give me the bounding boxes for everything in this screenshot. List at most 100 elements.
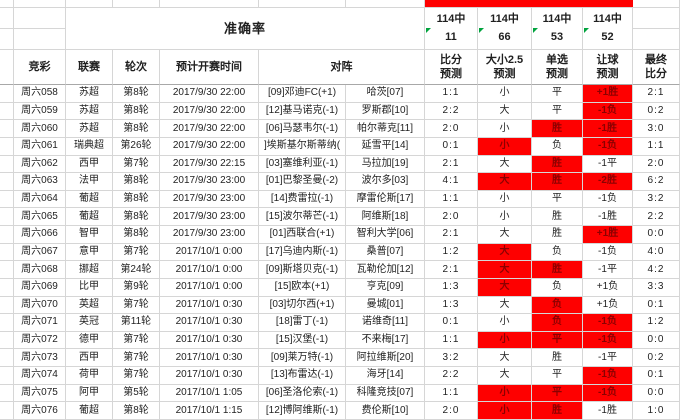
header-time[interactable]: 预计开赛时间	[160, 50, 259, 85]
kickoff-time-cell[interactable]: 2017/10/1 0:30	[160, 331, 259, 350]
round-cell[interactable]: 第7轮	[113, 296, 160, 315]
single-pick-prediction-cell[interactable]: 平	[532, 102, 583, 121]
kickoff-time-cell[interactable]: 2017/10/1 0:30	[160, 296, 259, 315]
final-score-cell[interactable]: 3:0	[633, 120, 680, 138]
home-team-cell[interactable]: [18]雷丁(-1)	[259, 314, 346, 332]
kickoff-time-cell[interactable]: 2017/9/30 22:00	[160, 137, 259, 156]
kickoff-time-cell[interactable]: 2017/9/30 23:00	[160, 208, 259, 226]
row-spacer-cell[interactable]	[0, 261, 14, 279]
handicap-prediction-cell[interactable]: -1负	[583, 102, 633, 121]
row-spacer-cell[interactable]	[0, 226, 14, 244]
handicap-prediction-cell[interactable]: +1胜	[583, 226, 633, 244]
row-spacer-cell[interactable]	[0, 137, 14, 156]
handicap-prediction-cell[interactable]: -1胜	[583, 120, 633, 138]
score-prediction-cell[interactable]: 1:3	[425, 278, 478, 297]
final-score-cell[interactable]: 3:3	[633, 278, 680, 297]
single-pick-prediction-cell[interactable]: 平	[532, 85, 583, 103]
empty-cell[interactable]	[14, 8, 65, 29]
away-team-cell[interactable]: 智利大学[06]	[346, 226, 425, 244]
score-prediction-cell[interactable]: 1:1	[425, 85, 478, 103]
match-id-cell[interactable]: 周六076	[14, 402, 66, 420]
league-cell[interactable]: 英超	[66, 296, 113, 315]
final-score-cell[interactable]: 2:0	[633, 155, 680, 174]
home-team-cell[interactable]: [03]切尔西(+1)	[259, 296, 346, 315]
final-score-cell[interactable]: 0:0	[633, 226, 680, 244]
away-team-cell[interactable]: 科隆竞技[07]	[346, 384, 425, 403]
kickoff-time-cell[interactable]: 2017/9/30 22:00	[160, 102, 259, 121]
accuracy-stat-ou[interactable]: 114中 66	[478, 8, 532, 50]
home-team-cell[interactable]: [09]邓迪FC(+1)	[259, 85, 346, 103]
over-under-prediction-cell[interactable]: 小	[478, 120, 532, 138]
match-id-cell[interactable]: 周六074	[14, 367, 66, 385]
empty-cell[interactable]	[633, 8, 679, 29]
row-spacer-cell[interactable]	[0, 296, 14, 315]
final-score-cell[interactable]: 0:0	[633, 384, 680, 403]
over-under-prediction-cell[interactable]: 大	[478, 367, 532, 385]
round-cell[interactable]: 第9轮	[113, 278, 160, 297]
match-id-cell[interactable]: 周六060	[14, 120, 66, 138]
away-team-cell[interactable]: 诺维奇[11]	[346, 314, 425, 332]
match-id-cell[interactable]: 周六067	[14, 243, 66, 262]
match-id-cell[interactable]: 周六062	[14, 155, 66, 174]
row-spacer-cell[interactable]	[0, 384, 14, 403]
home-team-cell[interactable]: [12]博阿维斯(-1)	[259, 402, 346, 420]
round-cell[interactable]: 第7轮	[113, 349, 160, 367]
league-cell[interactable]: 葡超	[66, 208, 113, 226]
home-team-cell[interactable]: [14]费雷拉(-1)	[259, 190, 346, 209]
handicap-prediction-cell[interactable]: -1负	[583, 367, 633, 385]
away-team-cell[interactable]: 哈茨[07]	[346, 85, 425, 103]
league-cell[interactable]: 德甲	[66, 331, 113, 350]
final-score-cell[interactable]: 3:2	[633, 190, 680, 209]
league-cell[interactable]: 英冠	[66, 314, 113, 332]
kickoff-time-cell[interactable]: 2017/10/1 0:00	[160, 261, 259, 279]
final-score-cell[interactable]: 0:2	[633, 349, 680, 367]
single-pick-prediction-cell[interactable]: 平	[532, 190, 583, 209]
handicap-prediction-cell[interactable]: +1胜	[583, 85, 633, 103]
score-prediction-cell[interactable]: 2:0	[425, 208, 478, 226]
kickoff-time-cell[interactable]: 2017/9/30 23:00	[160, 173, 259, 191]
league-cell[interactable]: 法甲	[66, 173, 113, 191]
empty-cell[interactable]	[0, 29, 13, 49]
home-team-cell[interactable]: [01]巴黎圣曼(-2)	[259, 173, 346, 191]
round-cell[interactable]: 第8轮	[113, 226, 160, 244]
round-cell[interactable]: 第8轮	[113, 402, 160, 420]
round-cell[interactable]: 第11轮	[113, 314, 160, 332]
match-id-cell[interactable]: 周六073	[14, 349, 66, 367]
single-pick-prediction-cell[interactable]: 负	[532, 314, 583, 332]
away-team-cell[interactable]: 瓦勒伦加[12]	[346, 261, 425, 279]
row-spacer-cell[interactable]	[0, 190, 14, 209]
match-id-cell[interactable]: 周六064	[14, 190, 66, 209]
score-prediction-cell[interactable]: 3:2	[425, 349, 478, 367]
round-cell[interactable]: 第7轮	[113, 243, 160, 262]
single-pick-prediction-cell[interactable]: 胜	[532, 349, 583, 367]
empty-cell[interactable]	[633, 29, 679, 49]
single-pick-prediction-cell[interactable]: 负	[532, 296, 583, 315]
round-cell[interactable]: 第7轮	[113, 331, 160, 350]
handicap-prediction-cell[interactable]: -1平	[583, 261, 633, 279]
match-id-cell[interactable]: 周六066	[14, 226, 66, 244]
kickoff-time-cell[interactable]: 2017/10/1 0:30	[160, 367, 259, 385]
league-cell[interactable]: 意甲	[66, 243, 113, 262]
match-id-cell[interactable]: 周六061	[14, 137, 66, 156]
league-cell[interactable]: 苏超	[66, 85, 113, 103]
home-team-cell[interactable]: ]埃斯基尔斯蒂纳(	[259, 137, 346, 156]
header-handicap-pred[interactable]: 让球 预测	[583, 50, 633, 85]
score-prediction-cell[interactable]: 1:1	[425, 331, 478, 350]
over-under-prediction-cell[interactable]: 大	[478, 296, 532, 315]
home-team-cell[interactable]: [12]基马诺克(-1)	[259, 102, 346, 121]
final-score-cell[interactable]: 1:1	[633, 137, 680, 156]
match-id-cell[interactable]: 周六071	[14, 314, 66, 332]
row-spacer-cell[interactable]	[0, 120, 14, 138]
row-spacer-cell[interactable]	[0, 85, 14, 103]
round-cell[interactable]: 第8轮	[113, 190, 160, 209]
handicap-prediction-cell[interactable]: -1平	[583, 349, 633, 367]
round-cell[interactable]: 第5轮	[113, 384, 160, 403]
over-under-prediction-cell[interactable]: 大	[478, 155, 532, 174]
score-prediction-cell[interactable]: 0:1	[425, 314, 478, 332]
final-score-cell[interactable]: 1:2	[633, 314, 680, 332]
header-ou-pred[interactable]: 大小2.5 预测	[478, 50, 532, 85]
final-score-cell[interactable]: 1:0	[633, 402, 680, 420]
league-cell[interactable]: 挪超	[66, 261, 113, 279]
final-score-cell[interactable]: 4:0	[633, 243, 680, 262]
single-pick-prediction-cell[interactable]: 负	[532, 137, 583, 156]
